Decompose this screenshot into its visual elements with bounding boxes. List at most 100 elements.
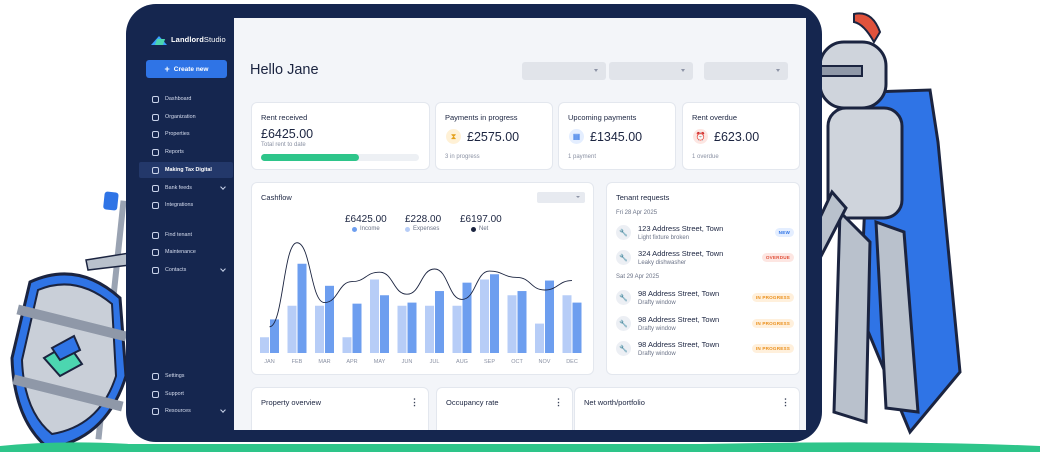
x-tick-label: JUL [430,359,440,365]
sidebar-item-maintenance[interactable]: Maintenance [139,244,233,260]
income-total: £6425.00 [345,214,387,225]
sidebar-item-properties[interactable]: Properties [139,126,233,142]
x-tick-label: APR [346,359,357,365]
chevron-down-icon [220,184,226,190]
x-tick-label: FEB [292,359,303,365]
occupancy-rate-card: Occupancy rate ⋮ [436,387,573,430]
filter-dropdown-3[interactable] [704,62,788,80]
page-title: Hello Jane [250,62,319,78]
sidebar-item-resources[interactable]: Resources [139,403,233,419]
list-item[interactable]: 🔧 98 Address Street, Town Drafty window … [616,339,794,361]
expenses-dot-icon [405,226,410,232]
filter-dropdown-1[interactable] [522,62,606,80]
expenses-bar-nov[interactable] [535,323,544,353]
logo-mark-icon [151,34,167,45]
sidebar-item-support[interactable]: Support [139,386,233,402]
bank-icon [152,184,159,192]
list-item[interactable]: 🔧 98 Address Street, Town Drafty window … [616,288,794,310]
expenses-total: £228.00 [405,214,442,225]
armor-icon [826,106,904,220]
cashflow-period-dropdown[interactable] [537,192,585,203]
net-total: £6197.00 [460,214,502,225]
sidebar-item-find-tenant[interactable]: Find tenant [139,227,233,243]
income-bar-feb[interactable] [297,263,307,353]
x-tick-label: DEC [566,359,578,365]
list-item[interactable]: 🔧 98 Address Street, Town Drafty window … [616,314,794,336]
income-legend: Income [352,226,380,232]
expenses-bar-mar[interactable] [315,305,324,353]
sidebar: LandlordStudio + Create new Dashboard Or… [139,16,233,430]
payments-in-progress-card[interactable]: Payments in progress ⧗ £2575.00 3 in pro… [435,102,553,170]
expenses-bar-jul[interactable] [425,305,434,353]
chevron-down-icon [220,266,226,272]
income-bar-oct[interactable] [517,291,527,353]
building-icon [152,113,159,121]
rent-received-card[interactable]: Rent received £6425.00 Total rent to dat… [251,102,430,170]
alarm-clock-icon: ⏰ [693,129,708,144]
knight-illustration [802,12,962,435]
rent-overdue-sub: 1 overdue [692,154,719,160]
sidebar-item-settings[interactable]: Settings [139,368,233,384]
grass-decoration [0,442,1040,452]
tenant-requests-title: Tenant requests [616,193,670,202]
payments-in-progress-sub: 3 in progress [445,154,480,160]
help-icon [152,390,159,398]
expenses-bar-may[interactable] [370,279,379,354]
income-bar-may[interactable] [380,295,389,353]
expenses-bar-apr[interactable] [342,337,352,353]
more-options-icon[interactable]: ⋮ [410,397,419,407]
request-date: Fri 28 Apr 2025 [616,210,658,216]
plume-icon [853,12,882,44]
app-logo[interactable]: LandlordStudio [151,34,226,45]
gear-icon [152,372,159,380]
expenses-bar-feb[interactable] [287,305,297,353]
upcoming-payments-card[interactable]: Upcoming payments ▦ £1345.00 1 payment [558,102,676,170]
wrench-icon: 🔧 [616,316,631,331]
income-bar-apr[interactable] [352,303,362,353]
expenses-bar-sep[interactable] [480,279,489,354]
income-bar-sep[interactable] [490,274,499,353]
x-tick-label: JUN [402,359,413,365]
create-new-label: Create new [173,65,209,73]
wrench-icon: 🔧 [616,341,631,356]
expenses-bar-oct[interactable] [507,295,517,353]
plus-icon: + [164,64,170,74]
expenses-bar-dec[interactable] [562,295,572,353]
list-item[interactable]: 🔧 324 Address Street, Town Leaky dishwas… [616,248,794,270]
x-tick-label: SEP [484,359,495,365]
chevron-down-icon [220,407,226,413]
create-new-button[interactable]: + Create new [146,60,227,78]
x-tick-label: MAR [318,359,330,365]
income-bar-jan[interactable] [270,319,279,353]
sidebar-item-dashboard[interactable]: Dashboard [139,91,233,107]
sidebar-item-organization[interactable]: Organization [139,109,233,125]
sidebar-item-making-tax-digital[interactable]: Making Tax Digital [139,162,233,178]
income-bar-nov[interactable] [545,280,554,353]
expenses-bar-jan[interactable] [260,337,269,353]
hourglass-icon: ⧗ [446,129,461,144]
more-options-icon[interactable]: ⋮ [554,397,563,407]
sidebar-item-reports[interactable]: Reports [139,144,233,160]
status-badge: IN PROGRESS [751,293,794,302]
sidebar-item-bank-feeds[interactable]: Bank feeds [139,180,233,196]
more-options-icon[interactable]: ⋮ [781,397,790,407]
income-bar-mar[interactable] [325,285,334,353]
list-item[interactable]: 🔧 123 Address Street, Town Light fixture… [616,223,794,245]
filter-dropdown-2[interactable] [609,62,693,80]
sidebar-item-contacts[interactable]: Contacts [139,262,233,278]
user-search-icon [152,231,159,239]
rent-overdue-card[interactable]: Rent overdue ⏰ £623.00 1 overdue [682,102,800,170]
income-bar-jun[interactable] [407,302,417,353]
x-tick-label: JAN [264,359,274,365]
tax-icon [152,166,159,174]
expenses-bar-jun[interactable] [397,305,407,353]
expenses-bar-aug[interactable] [452,305,462,353]
income-bar-aug[interactable] [462,282,472,353]
income-bar-dec[interactable] [572,302,582,353]
sidebar-item-integrations[interactable]: Integrations [139,197,233,213]
wrench-icon: 🔧 [616,250,631,265]
card-title: Payments in progress [445,113,518,122]
expenses-legend: Expenses [405,226,439,232]
income-bar-jul[interactable] [435,291,444,353]
